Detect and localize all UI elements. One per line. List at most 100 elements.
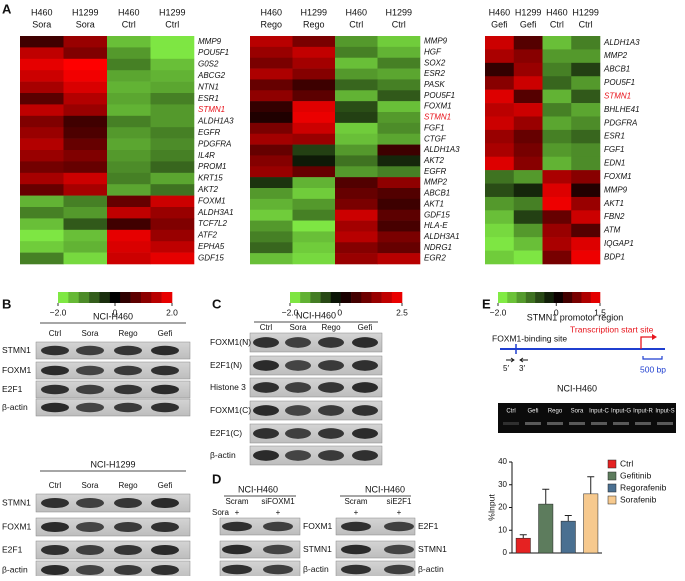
lane-label: Ctrl [49,329,62,338]
heatmap-cell [292,188,336,200]
blot-strip [35,398,191,417]
heatmap-cell [571,129,601,144]
heatmap-cell [292,209,336,221]
blot-band [41,345,69,356]
heatmap-cell [250,220,293,232]
heatmap-cell [485,129,515,144]
blot-band [222,564,252,575]
tss-arrowhead [652,334,657,340]
blot-band [151,497,179,509]
gene-label: ALDH1A3 [603,38,640,47]
heatmap-cell [485,237,515,251]
blot-band [114,521,142,533]
gene-label: FGF1 [424,123,444,132]
blot-band [41,497,69,509]
colorbar-label: 0 [337,307,342,317]
heatmap-cell [20,172,64,185]
heatmap-cell [513,129,543,144]
heatmap-cell [377,68,421,80]
blot-band [151,384,179,395]
gel-band [525,422,541,425]
column-header: Ctrl [165,19,179,29]
gene-label: FOXM1 [604,172,632,181]
diagram-title: STMN1 promotor region [527,312,624,322]
bar [538,503,554,554]
heatmap-cell [250,79,293,91]
heatmap-cell [542,196,572,211]
colorbar-label: 2.5 [396,307,408,317]
heatmap-cell [542,89,572,104]
heatmap-cell [250,57,293,69]
gel-lane-label: Gefi [527,409,538,415]
blot-band [318,360,344,371]
gel-lane-label: Input-R [633,409,653,415]
colorbar-swatch [310,292,321,303]
colorbar-swatch [535,292,545,303]
colorbar-swatch [340,292,352,303]
blot-band [151,345,179,356]
blot-band [253,428,279,439]
heatmap-cell [63,172,108,185]
error-bar [542,488,550,505]
colorbar-swatch [361,292,372,303]
legend-label: Regorafenib [620,482,667,492]
blot-band [76,402,104,413]
colorbar-swatch [140,292,152,303]
heatmap-cell [542,36,572,50]
blot-band [114,402,142,413]
heatmap-cell [63,161,108,174]
y-tick-label: 20 [498,503,507,512]
heatmap-cell [335,46,378,59]
blot-band [253,360,279,371]
column-header: H1299 [72,7,99,17]
heatmap-cell [377,101,421,113]
heatmap-cell [107,195,151,208]
heatmap-cell [571,49,601,64]
y-tick-label: 0 [503,548,508,557]
three-prime: 3′ [519,364,525,373]
heatmap-cell [292,155,336,167]
heatmap-cell [485,116,515,131]
heatmap-cell [513,36,543,50]
column-header: H460 [260,7,282,17]
heatmap-cell [542,210,572,225]
blot-band [352,405,378,416]
blot-strip [35,517,191,537]
heatmap-cell [292,177,336,189]
gene-label: POU5F1 [198,48,229,57]
heatmap-cell [335,166,378,178]
heatmap-cell [150,127,195,139]
heatmap-cell [63,47,108,60]
heatmap-cell [107,218,151,231]
colorbar-swatch [320,292,332,303]
heatmap-cell [377,220,421,232]
gene-label: ESR2 [424,69,445,78]
blot-band [341,564,371,575]
heatmap-cell [292,242,336,254]
heatmap-cell [485,49,515,64]
blot-band [41,564,69,576]
gene-label: MMP9 [198,37,222,46]
row-label: E2F1 [418,521,439,531]
heatmap-cell [250,155,293,167]
colorbar-swatch [544,292,554,303]
heatmap-cell [292,198,336,211]
error-bar [564,514,572,522]
blot-band [352,337,378,348]
gel-lane-label: Input-C [589,409,609,415]
heatmap-cell [107,81,151,94]
row-label: FOXM1 [2,521,32,531]
heatmap-cell [377,188,421,200]
column-header: H460 [345,7,367,17]
heatmap-cell [150,115,195,128]
blot-band [114,365,142,376]
gene-label: ALDH3A1 [197,208,234,217]
row-label: STMN1 [2,345,31,355]
heatmap-cell [513,62,543,77]
blot-band [352,382,378,393]
blot-band [114,564,142,576]
row-label: FOXM1(N) [210,337,251,347]
column-header: H460 [118,7,140,17]
heatmap-cell [63,252,108,265]
blot-band [384,521,414,532]
